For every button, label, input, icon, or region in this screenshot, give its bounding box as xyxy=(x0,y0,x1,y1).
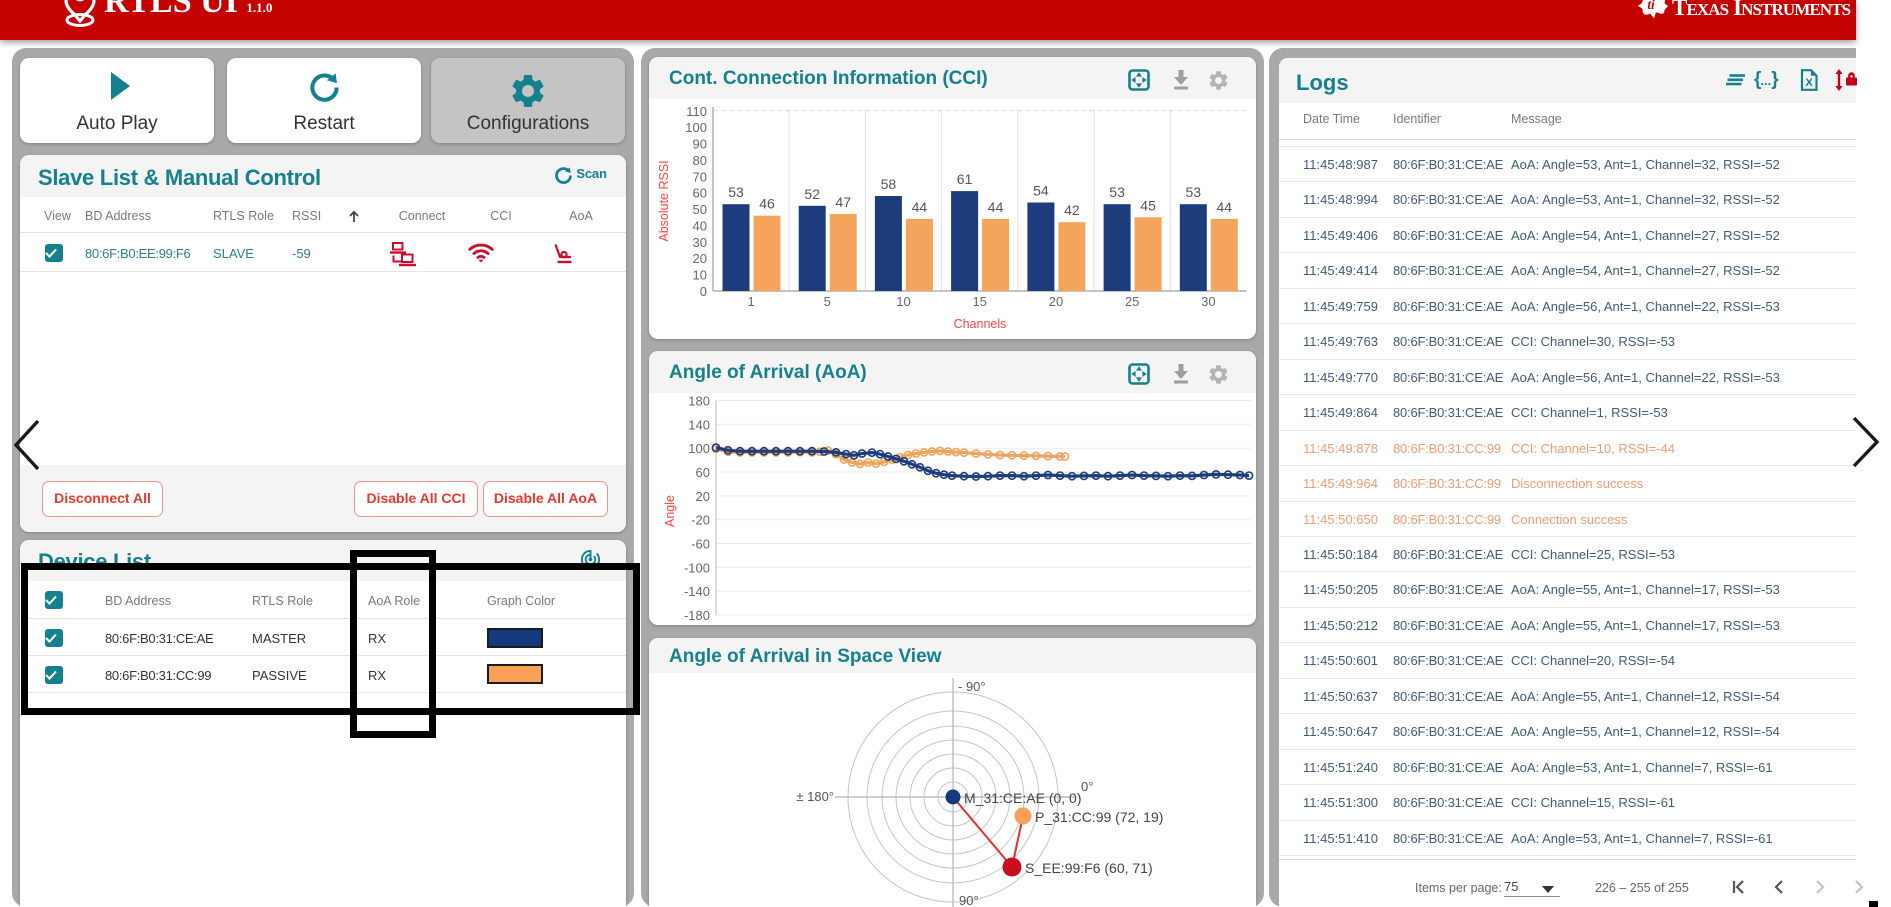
svg-text:58: 58 xyxy=(881,176,897,192)
svg-text:54: 54 xyxy=(1033,183,1049,199)
svg-text:52: 52 xyxy=(804,186,820,202)
svg-text:P_31:CC:99 (72, 19): P_31:CC:99 (72, 19) xyxy=(1035,809,1163,825)
svg-text:140: 140 xyxy=(688,417,710,432)
svg-text:-180: -180 xyxy=(684,608,710,623)
svg-text:25: 25 xyxy=(1125,294,1139,309)
svg-text:Channels: Channels xyxy=(954,317,1007,331)
svg-text:90°: 90° xyxy=(959,893,979,907)
svg-text:20: 20 xyxy=(693,251,707,266)
svg-text:53: 53 xyxy=(728,184,744,200)
svg-text:-20: -20 xyxy=(691,513,710,528)
svg-text:-60: -60 xyxy=(691,537,710,552)
svg-text:S_EE:99:F6 (60, 71): S_EE:99:F6 (60, 71) xyxy=(1025,860,1153,876)
svg-text:30: 30 xyxy=(693,235,707,250)
svg-text:10: 10 xyxy=(693,268,707,283)
svg-text:45: 45 xyxy=(1140,197,1156,213)
svg-text:X: X xyxy=(1805,77,1813,89)
svg-text:44: 44 xyxy=(988,199,1004,215)
svg-text:Absolute RSSI: Absolute RSSI xyxy=(657,160,671,241)
svg-text:70: 70 xyxy=(693,169,707,184)
svg-text:42: 42 xyxy=(1064,202,1080,218)
svg-text:110: 110 xyxy=(686,104,707,119)
svg-text:Angle: Angle xyxy=(663,495,677,527)
svg-text:60: 60 xyxy=(696,465,710,480)
svg-text:44: 44 xyxy=(1217,199,1233,215)
svg-text:60: 60 xyxy=(693,186,707,201)
svg-text:± 180°: ± 180° xyxy=(796,789,834,804)
svg-text:M_31:CE:AE (0, 0): M_31:CE:AE (0, 0) xyxy=(964,790,1082,806)
svg-text:- 90°: - 90° xyxy=(958,679,986,694)
svg-text:1: 1 xyxy=(747,294,754,309)
svg-text:61: 61 xyxy=(957,171,973,187)
svg-text:-140: -140 xyxy=(684,584,710,599)
svg-text:50: 50 xyxy=(693,202,707,217)
svg-text:20: 20 xyxy=(1049,294,1063,309)
svg-text:0: 0 xyxy=(700,284,707,299)
svg-text:47: 47 xyxy=(835,194,851,210)
svg-text:46: 46 xyxy=(759,196,775,212)
svg-text:20: 20 xyxy=(696,489,710,504)
svg-text:100: 100 xyxy=(688,441,710,456)
svg-text:53: 53 xyxy=(1109,184,1125,200)
svg-text:-100: -100 xyxy=(684,560,710,575)
svg-text:80: 80 xyxy=(693,153,707,168)
svg-text:5: 5 xyxy=(824,294,831,309)
svg-text:53: 53 xyxy=(1186,184,1202,200)
svg-text:44: 44 xyxy=(912,199,928,215)
svg-text:15: 15 xyxy=(972,294,986,309)
svg-text:40: 40 xyxy=(693,219,707,234)
svg-text:90: 90 xyxy=(693,137,707,152)
svg-text:100: 100 xyxy=(685,120,707,135)
svg-text:ti: ti xyxy=(1647,0,1655,12)
svg-text:30: 30 xyxy=(1201,294,1215,309)
svg-text:0°: 0° xyxy=(1081,779,1093,794)
svg-text:10: 10 xyxy=(896,294,910,309)
svg-text:180: 180 xyxy=(688,394,710,409)
